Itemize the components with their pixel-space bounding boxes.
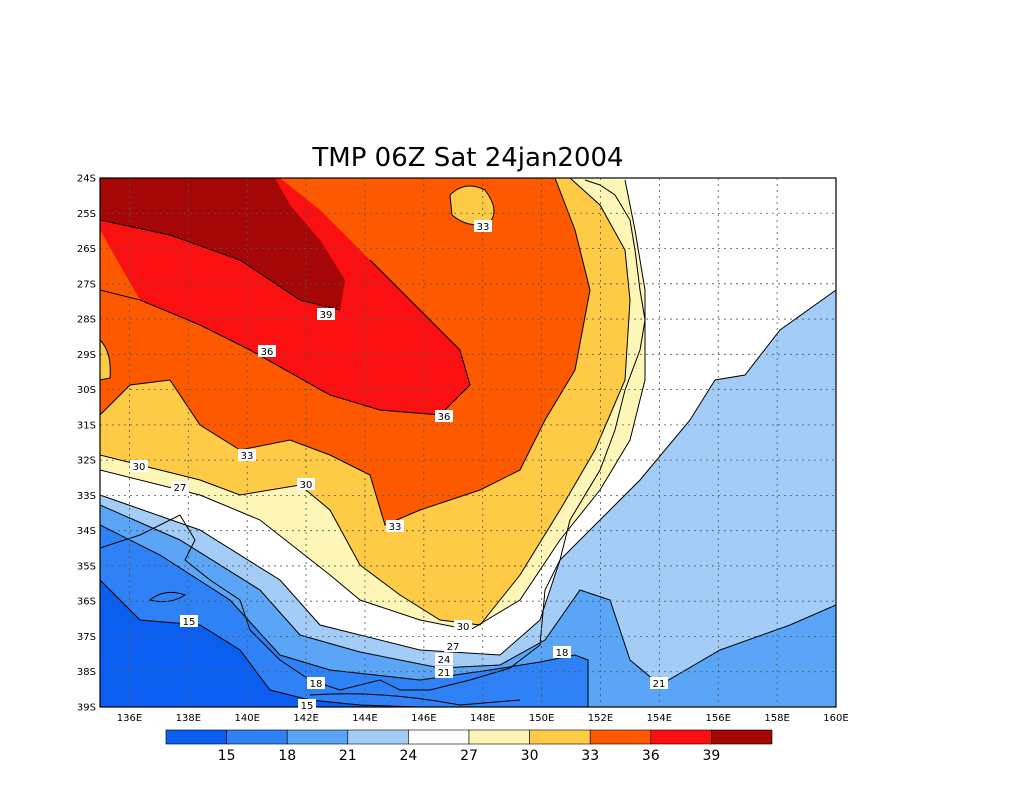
lat-label: 34S — [77, 526, 96, 537]
latitude-labels: 24S 25S 26S 27S 28S 29S 30S 31S 32S 33S 34S 35S 36S 3… — [77, 174, 96, 714]
contour-labels: 33 39 36 36 33 30 30 33 27 27 30 24 21 15 18 18 15 21 — [130, 220, 668, 712]
lon-label: 140E — [234, 713, 259, 724]
lat-label: 32S — [77, 456, 96, 467]
lon-label: 144E — [352, 713, 377, 724]
contour-label: 33 — [477, 222, 490, 233]
colorbar-swatch — [226, 729, 288, 745]
lat-label: 27S — [77, 279, 96, 290]
contour-label: 27 — [447, 642, 460, 653]
contour-label-bg — [317, 308, 335, 320]
lat-label: 29S — [77, 350, 96, 361]
contour-label-bg — [180, 615, 198, 627]
contour-label: 24 — [438, 655, 451, 666]
colorbar-label: 18 — [278, 748, 296, 764]
contour-label: 15 — [301, 701, 314, 712]
lon-label: 156E — [706, 713, 731, 724]
lon-label: 160E — [823, 713, 848, 724]
colorbar-swatch — [468, 729, 530, 745]
lon-label: 158E — [764, 713, 789, 724]
colorbar-label: 15 — [218, 748, 236, 764]
colorbar: 15 18 21 24 27 30 33 36 39 — [165, 729, 773, 764]
colorbar-label: 36 — [642, 748, 660, 764]
contour-label: 30 — [300, 480, 313, 491]
contour-label-bg — [386, 520, 404, 532]
contour-label-bg — [444, 640, 462, 652]
colorbar-swatch — [650, 729, 712, 745]
colorbar-swatch — [529, 729, 591, 745]
colorbar-swatch — [408, 729, 470, 745]
contour-label-bg — [435, 666, 453, 678]
contour-label-bg — [474, 220, 492, 232]
lat-label: 37S — [77, 632, 96, 643]
contour-label-bg — [238, 449, 256, 461]
contour-label-bg — [171, 481, 189, 493]
colorbar-swatch — [711, 729, 773, 745]
longitude-labels: 136E 138E 140E 142E 144E 146E 148E 150E 152E 154E… — [117, 713, 849, 724]
contour-label: 21 — [653, 679, 666, 690]
lat-label: 33S — [77, 491, 96, 502]
colorbar-swatch — [165, 729, 227, 745]
map-frame — [99, 177, 837, 708]
colorbar-swatch — [589, 729, 652, 745]
map-title: TMP 06Z Sat 24jan2004 — [311, 143, 623, 173]
contour-label-bg — [307, 677, 325, 689]
grid — [100, 178, 836, 707]
contour-label: 18 — [310, 679, 323, 690]
lon-label: 146E — [411, 713, 436, 724]
lon-label: 154E — [647, 713, 672, 724]
contour-label: 15 — [183, 617, 196, 628]
lon-label: 138E — [176, 713, 201, 724]
lat-label: 28S — [77, 315, 96, 326]
lon-label: 136E — [117, 713, 142, 724]
contour-label-bg — [553, 646, 571, 658]
lon-label: 148E — [470, 713, 495, 724]
lat-label: 38S — [77, 667, 96, 678]
contour-label: 21 — [438, 668, 451, 679]
contour-label: 30 — [457, 622, 470, 633]
contour-label-bg — [650, 677, 668, 689]
contour-label: 33 — [389, 522, 402, 533]
contour-label: 18 — [556, 648, 569, 659]
lat-label: 24S — [77, 174, 96, 185]
contour-label-bg — [435, 410, 453, 422]
colorbar-swatch — [347, 729, 409, 745]
lat-label: 35S — [77, 561, 96, 572]
contour-label: 36 — [261, 347, 274, 358]
contour-label: 36 — [438, 412, 451, 423]
lon-label: 150E — [529, 713, 554, 724]
lat-label: 31S — [77, 420, 96, 431]
lat-label: 26S — [77, 244, 96, 255]
colorbar-label: 21 — [339, 748, 357, 764]
colorbar-label: 33 — [581, 748, 599, 764]
lon-label: 152E — [588, 713, 613, 724]
contour-label: 33 — [241, 451, 254, 462]
lat-label: 39S — [77, 703, 96, 714]
colorbar-label: 24 — [399, 748, 417, 764]
colorbar-swatch — [286, 729, 349, 745]
colorbar-label: 27 — [460, 748, 478, 764]
lat-label: 25S — [77, 209, 96, 220]
lat-label: 36S — [77, 597, 96, 608]
contour-label-bg — [297, 478, 315, 490]
contour-label-bg — [130, 460, 148, 472]
contour-label-bg — [435, 653, 453, 665]
contour-label-bg — [454, 620, 472, 632]
contour-label: 27 — [174, 483, 187, 494]
contour-label: 39 — [320, 310, 333, 321]
contour-label: 30 — [133, 462, 146, 473]
contour-label-bg — [298, 699, 316, 711]
lon-label: 142E — [293, 713, 318, 724]
contour-label-bg — [258, 345, 276, 357]
lat-label: 30S — [77, 385, 96, 396]
colorbar-label: 39 — [702, 748, 720, 764]
colorbar-label: 30 — [521, 748, 539, 764]
